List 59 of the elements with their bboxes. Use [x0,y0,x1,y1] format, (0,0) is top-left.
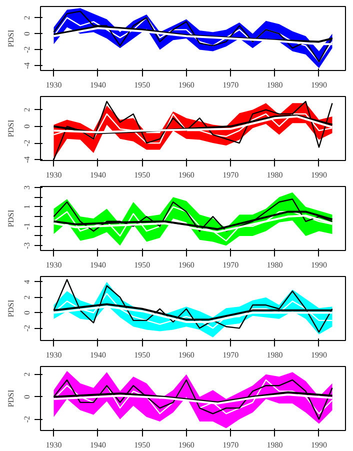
x-tick-label: 1960 [178,440,194,450]
x-tick-label: 1980 [266,440,283,450]
x-tick-label: 1950 [134,260,150,270]
x-tick-label: 1970 [222,440,239,450]
y-tick-label: 2 [22,295,32,300]
x-tick-label: 1990 [310,350,327,360]
y-tick-label: 0 [22,32,32,36]
y-tick-label: 4 [22,280,32,284]
y-axis-title: PDSI [6,389,16,408]
y-tick-label: -2 [22,324,32,332]
y-tick-label: 1 [22,204,32,209]
x-tick-label: 1990 [310,260,327,270]
y-tick-label: -2 [22,46,32,54]
y-tick-label: 3 [22,185,32,190]
y-tick-label: 0 [22,124,32,128]
x-tick-label: 1960 [178,260,194,270]
x-tick-label: 1970 [222,350,239,360]
x-tick-label: 1930 [46,440,62,450]
x-tick-label: 1980 [266,80,283,90]
x-tick-label: 1970 [222,260,239,270]
x-tick-label: 1960 [178,80,194,90]
y-tick-label: 0 [22,310,32,315]
y-tick-label: 2 [22,372,32,376]
x-tick-label: 1980 [266,170,283,180]
x-tick-label: 1940 [90,260,106,270]
y-tick-label: 2 [22,108,32,112]
x-tick-label: 1930 [46,350,62,360]
x-tick-label: 1990 [310,80,327,90]
x-tick-label: 1950 [134,170,150,180]
x-tick-label: 1990 [310,170,327,180]
y-tick-label: 0 [22,394,32,399]
x-tick-label: 1940 [90,350,106,360]
x-tick-label: 1980 [266,350,283,360]
x-tick-label: 1950 [134,80,150,90]
x-tick-label: 1930 [46,80,62,90]
x-tick-label: 1940 [90,170,106,180]
x-tick-label: 1930 [46,260,62,270]
x-tick-label: 1930 [46,170,62,180]
y-tick-label: -2 [22,416,32,423]
y-axis-title: PDSI [6,119,16,138]
y-tick-label: 2 [22,16,32,20]
y-axis-title: PDSI [6,29,16,48]
x-tick-label: 1950 [134,440,150,450]
y-tick-label: -3 [22,242,32,249]
y-tick-label: -4 [22,156,32,163]
y-tick-label: -2 [22,140,32,146]
x-tick-label: 1970 [222,80,239,90]
x-tick-label: 1940 [90,80,106,90]
x-tick-label: 1940 [90,440,106,450]
x-tick-label: 1980 [266,260,283,270]
y-axis-title: PDSI [6,209,16,228]
x-tick-label: 1990 [310,440,327,450]
y-tick-label: -1 [22,222,32,230]
x-tick-label: 1950 [134,350,150,360]
y-tick-label: -4 [22,62,32,70]
y-axis-title: PDSI [6,299,16,318]
x-tick-label: 1970 [222,170,239,180]
x-tick-label: 1960 [178,170,194,180]
x-tick-label: 1960 [178,350,194,360]
